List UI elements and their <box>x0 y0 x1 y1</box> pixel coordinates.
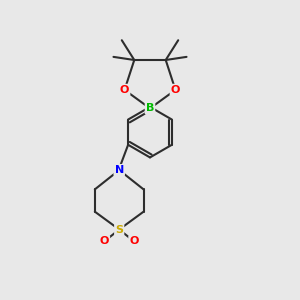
Text: O: O <box>171 85 180 95</box>
Text: S: S <box>115 224 123 235</box>
Text: B: B <box>146 103 154 113</box>
Text: O: O <box>120 85 129 95</box>
Text: O: O <box>129 236 139 246</box>
Text: N: N <box>115 165 124 175</box>
Text: O: O <box>100 236 109 246</box>
